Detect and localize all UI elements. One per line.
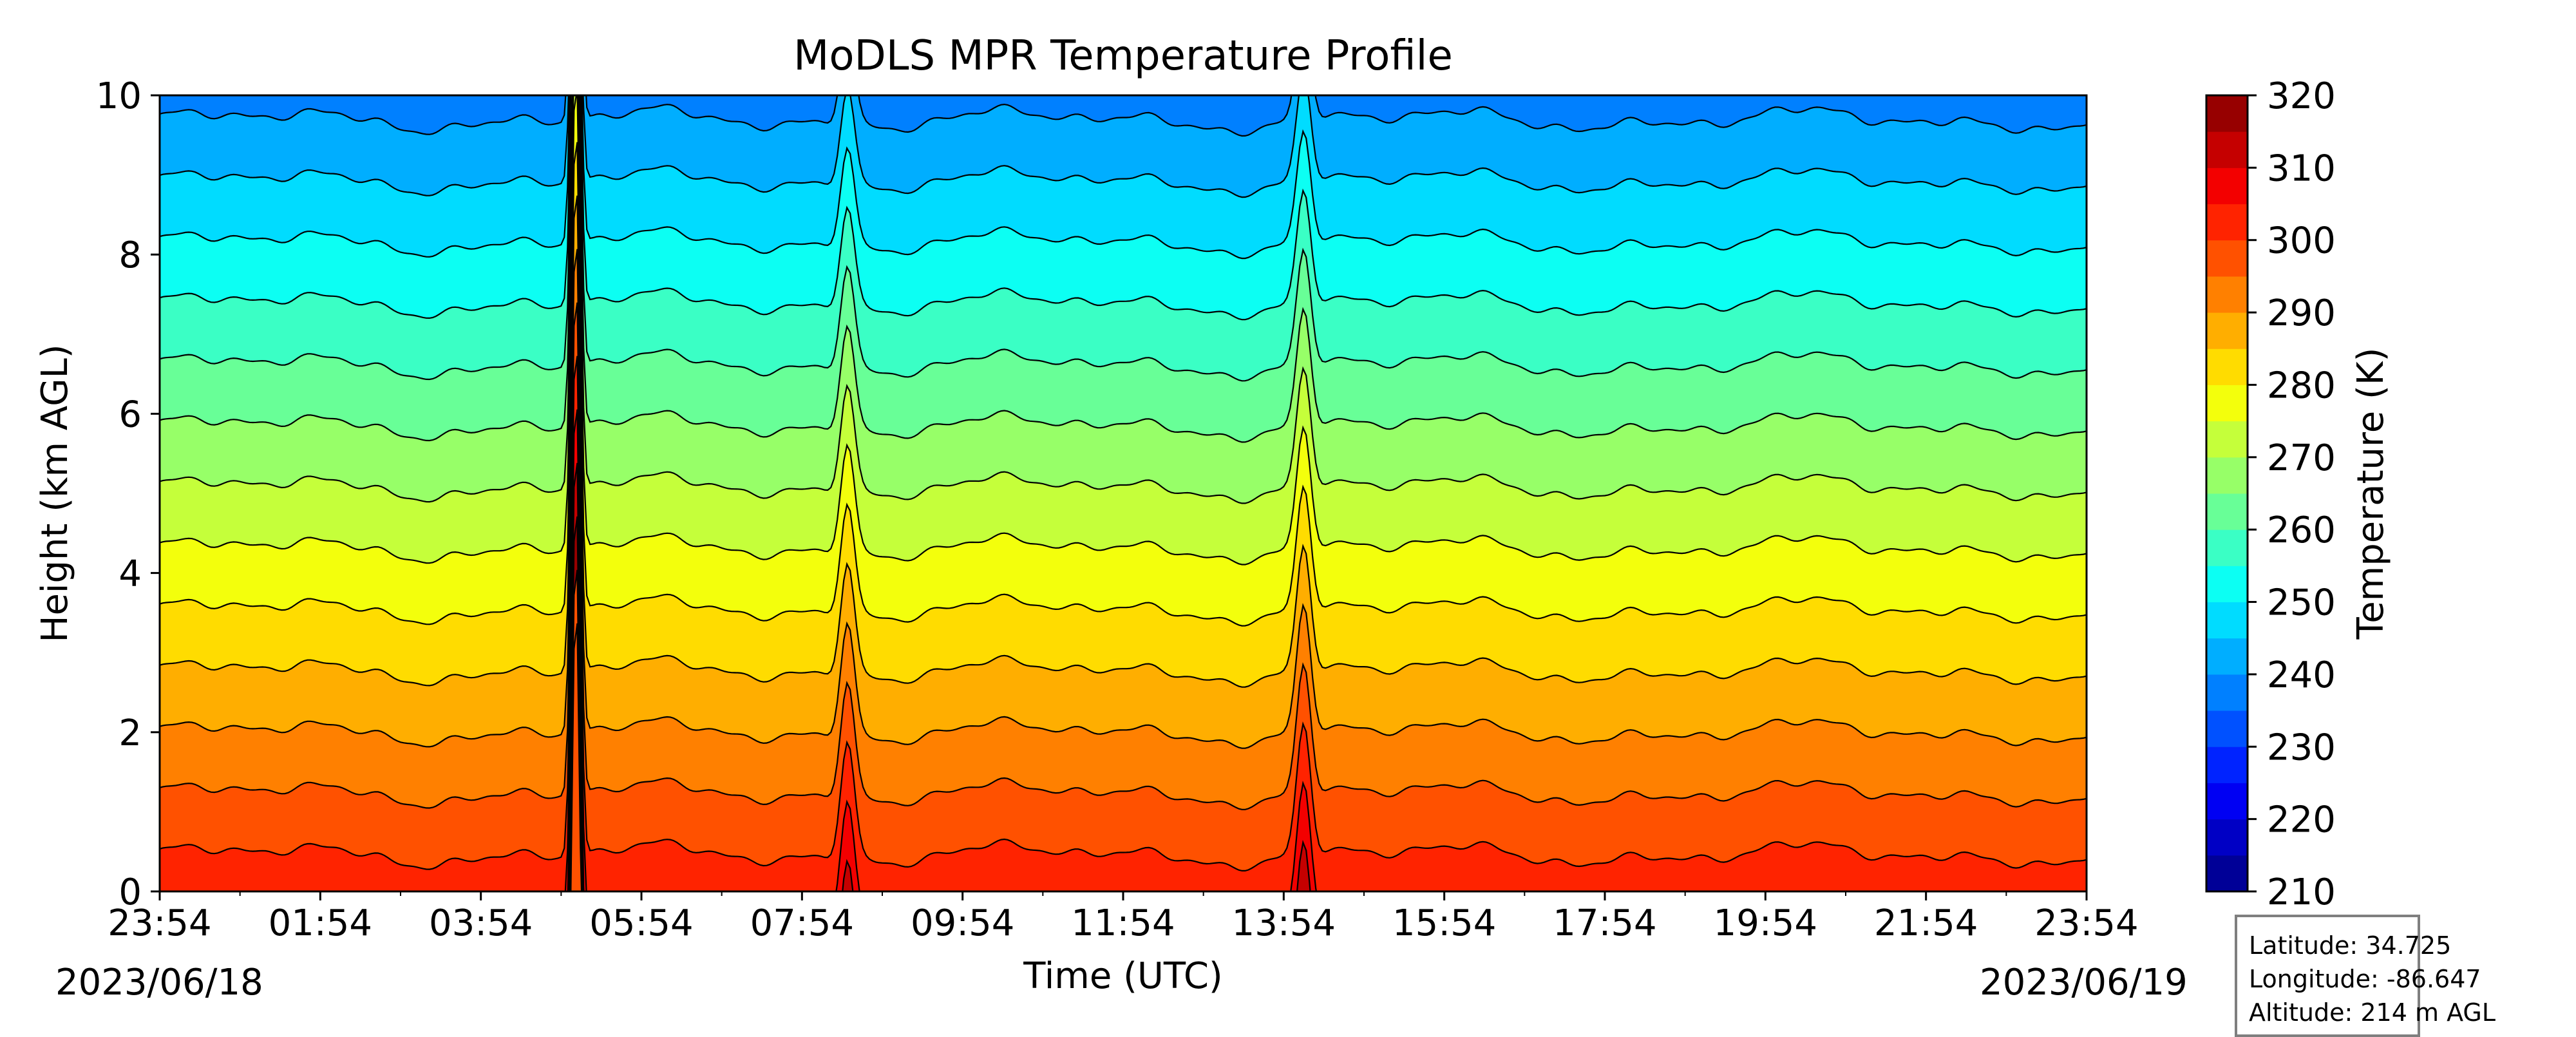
colorbar-segment [2206,276,2248,313]
temperature-band-235-240 [160,95,2087,136]
colorbar-segment [2206,747,2248,783]
colorbar-segment [2206,131,2248,168]
colorbar-segment [2206,529,2248,566]
temperature-band-225-230 [153,0,2093,15]
colorbar-tick-label: 280 [2267,365,2336,406]
x-tick-label: 01:54 [269,902,372,944]
colorbar-segment [2206,819,2248,856]
isotherm-250K [160,95,2087,321]
colorbar-tick-label: 250 [2267,582,2336,624]
x-tick-label: 15:54 [1392,902,1496,944]
x-tick-label: 19:54 [1714,902,1817,944]
isotherm-260K [160,95,2087,443]
colorbar-segment [2206,602,2248,639]
isotherm-295K [160,356,2087,871]
isotherm-270K [160,95,2087,566]
start-date-label: 2023/06/18 [55,962,263,1004]
station-info-box: Latitude: 34.725 Longitude: -86.647 Alti… [2235,915,2496,1037]
colorbar-segment [2206,167,2248,205]
end-date-label: 2023/06/19 [1980,962,2188,1004]
colorbar-segment [2206,348,2248,385]
isotherm-285K [160,249,2087,749]
colorbar-tick-label: 220 [2267,799,2336,841]
x-tick-label: 07:54 [750,902,854,944]
y-tick-label: 6 [118,394,142,435]
x-tick-label: 21:54 [1874,902,1978,944]
chart-title: MoDLS MPR Temperature Profile [793,32,1453,80]
colorbar [2206,95,2248,892]
x-tick-label: 23:54 [108,902,211,944]
colorbar-tick-label: 230 [2267,727,2336,768]
isotherm-240K [160,95,2087,198]
colorbar-tick-label: 270 [2267,437,2336,479]
temperature-band-220-225 [153,0,2093,15]
colorbar-tick-label: 210 [2267,871,2336,913]
altitude-label: Altitude: 214 m AGL [2249,998,2496,1027]
colorbar-segment [2206,855,2248,892]
colorbar-tick-label: 290 [2267,292,2336,334]
y-tick-label: 0 [118,871,142,913]
isotherm-265K [160,95,2087,504]
y-tick-label: 2 [118,712,142,754]
colorbar-segment [2206,95,2248,132]
colorbar-segment [2206,566,2248,603]
colorbar-segment [2206,240,2248,277]
colorbar-segment [2206,204,2248,241]
isotherm-280K [160,195,2087,688]
isotherm-290K [160,302,2087,810]
x-axis-title: Time (UTC) [1023,955,1223,997]
x-axis: 23:54 01:54 03:54 05:54 07:54 09:54 11:54 13:54… [108,891,2139,944]
isotherm-255K [160,95,2087,382]
y-tick-label: 10 [96,75,142,117]
colorbar-segment [2206,674,2248,711]
latitude-label: Latitude: 34.725 [2249,931,2452,960]
isotherm-245K [160,95,2087,260]
x-tick-label: 11:54 [1071,902,1175,944]
colorbar-ticks: 210 220 230 240 250 260 270 280 290 300 310 320 [2248,75,2336,913]
colorbar-tick-label: 320 [2267,75,2336,117]
isotherm-275K [160,142,2087,627]
colorbar-frame [2205,94,2249,893]
longitude-label: Longitude: -86.647 [2249,965,2481,993]
colorbar-tick-label: 310 [2267,147,2336,189]
colorbar-segment [2206,783,2248,820]
plot-area [153,0,2093,891]
x-tick-label: 05:54 [589,902,693,944]
x-tick-label: 23:54 [2034,902,2138,944]
y-axis: 0 2 4 6 8 10 [96,75,160,913]
isotherm-235K [160,95,2087,137]
colorbar-segment [2206,312,2248,349]
colorbar-tick-label: 260 [2267,509,2336,551]
temperature-band-215-220 [153,0,2093,15]
colorbar-tick-label: 300 [2267,220,2336,262]
temperature-band-210-215 [153,0,2093,15]
x-tick-label: 13:54 [1232,902,1336,944]
colorbar-segment [2206,457,2248,494]
x-tick-label: 17:54 [1553,902,1656,944]
isotherm-contours [160,95,2087,891]
y-tick-label: 8 [118,234,142,276]
y-tick-label: 4 [118,553,142,595]
colorbar-tick-label: 240 [2267,654,2336,696]
colorbar-segment [2206,493,2248,530]
temperature-bands [153,0,2093,891]
colorbar-segment [2206,710,2248,747]
colorbar-segment [2206,421,2248,458]
x-tick-label: 09:54 [911,902,1014,944]
colorbar-segment [2206,638,2248,675]
x-tick-label: 03:54 [429,902,533,944]
colorbar-segment [2206,385,2248,422]
y-axis-title: Height (km AGL) [34,344,76,642]
colorbar-title: Temperature (K) [2350,348,2392,640]
